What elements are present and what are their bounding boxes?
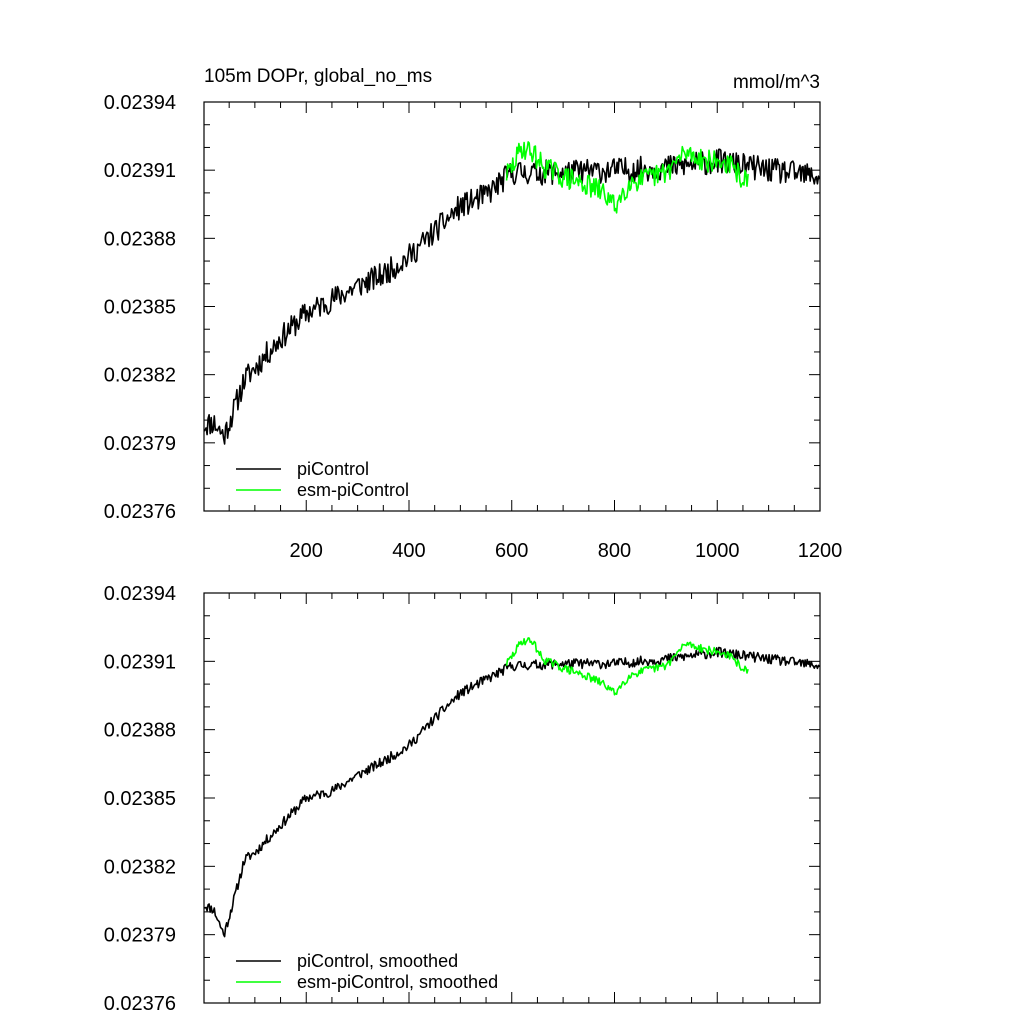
series-line-picontrol [204,646,820,938]
panel-title: 105m DOPr, global_no_ms [204,66,432,87]
y-tick-label: 0.02379 [104,925,176,947]
x-tick-label: 800 [598,540,631,562]
x-tick-label: 200 [290,540,323,562]
y-tick-label: 0.02382 [104,365,176,387]
legend-label: piControl, smoothed [297,951,458,971]
y-tick-label: 0.02394 [104,583,176,605]
y-tick-label: 0.02385 [104,788,176,810]
series-line-picontrol [204,148,820,445]
y-tick-label: 0.02376 [104,501,176,523]
bottom-panel: 0.02376 0.02379 0.02382 0.02385 0.02388 0.023… [104,583,821,1015]
top-panel: 105m DOPr, global_no_ms mmol/m^3 0.02376… [104,66,843,562]
legend-label: esm-piControl [297,480,409,500]
y-tick-label: 0.02382 [104,856,176,878]
units-label: mmol/m^3 [733,72,820,93]
x-tick-label: 400 [392,540,425,562]
y-tick-label: 0.02379 [104,433,176,455]
legend-label: esm-piControl, smoothed [297,972,498,992]
y-tick-label: 0.02376 [104,993,176,1015]
legend-label: piControl [297,459,369,479]
y-tick-label: 0.02391 [104,651,176,673]
y-tick-label: 0.02388 [104,720,176,742]
y-tick-label: 0.02388 [104,228,176,250]
series-line-esm-picontrol [505,141,749,214]
y-tick-label: 0.02394 [104,92,176,114]
x-tick-label: 600 [495,540,528,562]
y-tick-label: 0.02391 [104,160,176,182]
y-tick-label: 0.02385 [104,297,176,319]
x-tick-label: 1200 [798,540,843,562]
series-line-esm-picontrol [505,637,749,696]
x-tick-label: 1000 [695,540,740,562]
